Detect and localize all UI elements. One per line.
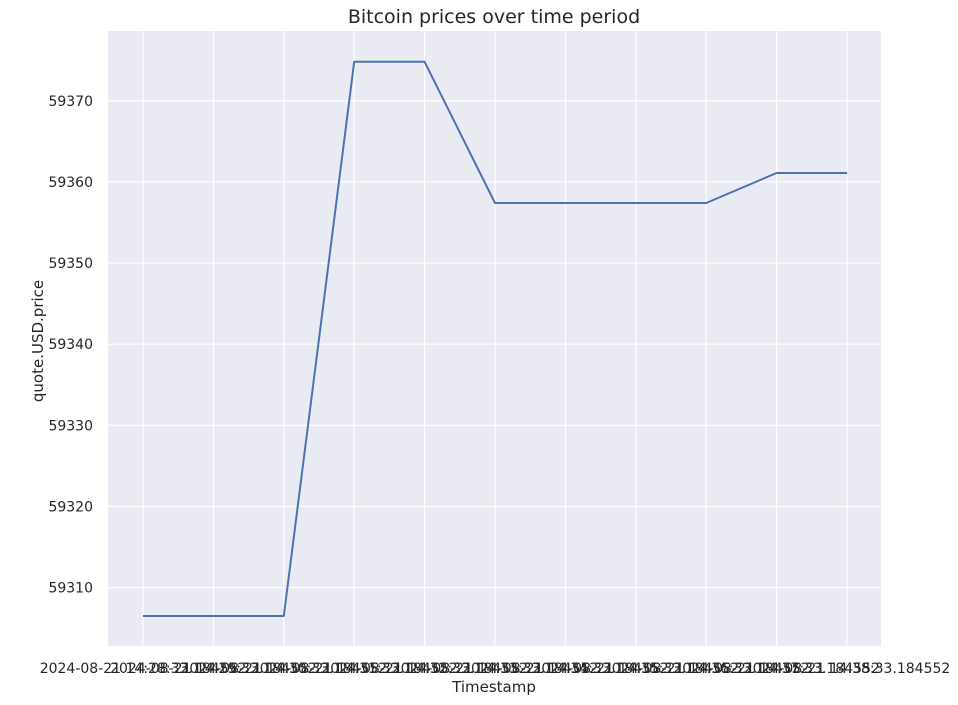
series-group bbox=[143, 60, 847, 617]
y-tick-label-2: 59330 bbox=[48, 418, 93, 434]
y-tick-label-3: 59340 bbox=[48, 337, 93, 353]
y-tick-label-6: 59370 bbox=[48, 94, 93, 110]
x-axis-label: Timestamp bbox=[451, 678, 536, 696]
x-tick-label-0: 2024-08-21 14:28:33.184552 bbox=[40, 661, 247, 677]
x-tick-label-7: 2024-08-21 14:35:33.184552 bbox=[533, 661, 740, 677]
y-tick-label-5: 59360 bbox=[48, 175, 93, 191]
y-axis-label: quote.USD.price bbox=[29, 280, 47, 402]
x-tick-label-3: 2024-08-21 14:31:33.184552 bbox=[251, 661, 458, 677]
y-tick-label-4: 59350 bbox=[48, 256, 93, 272]
chart-title: Bitcoin prices over time period bbox=[348, 6, 640, 28]
series-line-0 bbox=[143, 60, 847, 617]
x-tick-label-1: 2024-08-21 14:29:33.184552 bbox=[110, 661, 317, 677]
y-tick-label-1: 59320 bbox=[48, 499, 93, 515]
x-tick-label-4: 2024-08-21 14:32:33.184552 bbox=[321, 661, 528, 677]
x-tick-label-6: 2024-08-21 14:34:33.184552 bbox=[462, 661, 669, 677]
x-tick-label-9: 2024-08-21 14:37:33.184552 bbox=[673, 661, 880, 677]
x-tick-label-2: 2024-08-21 14:30:33.184552 bbox=[181, 661, 388, 677]
y-tick-label-0: 59310 bbox=[48, 581, 93, 597]
x-tick-label-5: 2024-08-21 14:33:33.184552 bbox=[392, 661, 599, 677]
x-tick-label-10: 2024-08-21 14:38:33.184552 bbox=[744, 661, 951, 677]
x-tick-label-8: 2024-08-21 14:36:33.184552 bbox=[603, 661, 810, 677]
grid-lines bbox=[108, 31, 881, 646]
y-tick-labels: 59310 59320 59330 59340 59350 59360 59370 bbox=[48, 94, 93, 597]
